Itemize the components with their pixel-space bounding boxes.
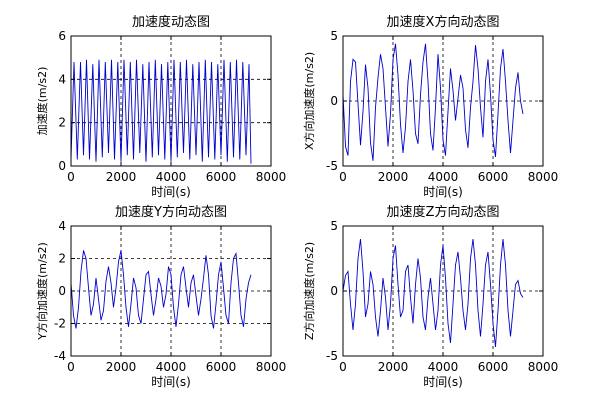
x-tick-label: 4000: [156, 170, 187, 184]
x-tick-label: 6000: [478, 170, 509, 184]
x-tick-label: 6000: [206, 170, 237, 184]
chart-title: 加速度Y方向动态图: [115, 204, 227, 220]
panel-acceleration-x: 加速度X方向动态图 时间(s) X方向加速度(m/s2) 0 2000 4000 60…: [302, 14, 558, 199]
x-tick-label: 8000: [256, 170, 287, 184]
y-tick-label: 2: [58, 116, 66, 130]
panel-acceleration: 加速度动态图 时间(s) 加速度(m/s2) 0 2000 4000 6000 8000…: [35, 14, 286, 199]
x-axis-label: 时间(s): [151, 375, 191, 389]
y-tick-label: 0: [330, 94, 338, 108]
x-tick-label: 2000: [378, 170, 409, 184]
y-tick-label: 6: [58, 29, 66, 43]
panel-acceleration-z: 加速度Z方向动态图 时间(s) Z方向加速度(m/s2) 0 2000 4000 60…: [302, 204, 558, 389]
x-tick-label: 6000: [206, 360, 237, 374]
x-tick-label: 2000: [378, 360, 409, 374]
series-line: [70, 59, 252, 164]
x-tick-label: 0: [67, 360, 75, 374]
y-axis-label: 加速度(m/s2): [35, 67, 49, 136]
series-line: [342, 238, 524, 347]
x-tick-label: 0: [339, 170, 347, 184]
series-line: [70, 250, 252, 329]
y-tick-label: 5: [330, 219, 338, 233]
y-tick-label: -2: [54, 317, 66, 331]
x-axis-label: 时间(s): [423, 375, 463, 389]
x-tick-label: 0: [339, 360, 347, 374]
y-tick-label: -5: [326, 159, 338, 173]
y-tick-label: 0: [330, 284, 338, 298]
y-tick-label: 0: [58, 159, 66, 173]
x-tick-label: 2000: [106, 360, 137, 374]
y-tick-label: 5: [330, 29, 338, 43]
x-tick-label: 8000: [256, 360, 287, 374]
y-tick-label: 4: [58, 72, 66, 86]
x-tick-label: 4000: [156, 360, 187, 374]
y-tick-label: -5: [326, 349, 338, 363]
y-tick-label: 4: [58, 219, 66, 233]
chart-title: 加速度X方向动态图: [387, 14, 500, 30]
chart-title: 加速度动态图: [132, 14, 210, 30]
chart-title: 加速度Z方向动态图: [387, 204, 500, 220]
x-axis-label: 时间(s): [423, 185, 463, 199]
x-axis-label: 时间(s): [151, 185, 191, 199]
y-axis-label: X方向加速度(m/s2): [302, 52, 316, 150]
panel-acceleration-y: 加速度Y方向动态图 时间(s) Y方向加速度(m/s2) 0 2000 4000 60…: [35, 204, 286, 389]
x-tick-label: 2000: [106, 170, 137, 184]
y-axis-label: Z方向加速度(m/s2): [302, 242, 316, 340]
x-tick-label: 4000: [428, 360, 459, 374]
y-tick-label: 0: [58, 284, 66, 298]
y-axis-label: Y方向加速度(m/s2): [35, 242, 49, 340]
x-tick-label: 6000: [478, 360, 509, 374]
y-tick-label: 2: [58, 252, 66, 266]
x-tick-label: 0: [67, 170, 75, 184]
x-tick-label: 8000: [528, 360, 559, 374]
x-tick-label: 8000: [528, 170, 559, 184]
series-line: [342, 43, 524, 161]
y-tick-label: -4: [54, 349, 66, 363]
x-tick-label: 4000: [428, 170, 459, 184]
